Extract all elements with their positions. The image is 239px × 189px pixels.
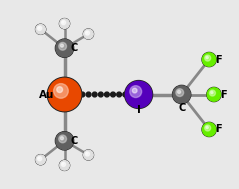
Circle shape <box>202 53 216 66</box>
Text: F: F <box>215 125 222 134</box>
Circle shape <box>62 163 64 165</box>
Circle shape <box>132 88 137 93</box>
Circle shape <box>85 31 90 35</box>
Circle shape <box>176 89 184 96</box>
Circle shape <box>56 132 73 149</box>
Circle shape <box>125 81 152 108</box>
Circle shape <box>48 78 81 111</box>
Circle shape <box>61 20 66 25</box>
Circle shape <box>130 86 142 98</box>
Circle shape <box>38 27 40 29</box>
Circle shape <box>209 90 215 96</box>
Circle shape <box>59 135 66 143</box>
Text: C: C <box>71 136 78 146</box>
Circle shape <box>205 125 211 131</box>
Circle shape <box>36 155 45 164</box>
Circle shape <box>125 81 152 108</box>
Circle shape <box>62 21 64 23</box>
Circle shape <box>86 92 91 97</box>
Circle shape <box>38 157 40 159</box>
Circle shape <box>202 122 216 137</box>
Circle shape <box>86 153 88 154</box>
Circle shape <box>202 52 216 67</box>
Circle shape <box>38 26 42 30</box>
Circle shape <box>57 87 63 93</box>
Circle shape <box>84 150 93 160</box>
Circle shape <box>55 39 74 57</box>
Circle shape <box>54 84 68 98</box>
Circle shape <box>84 29 93 39</box>
Circle shape <box>123 92 128 97</box>
Text: Au: Au <box>39 90 54 99</box>
Circle shape <box>36 25 45 34</box>
Circle shape <box>92 92 97 97</box>
Circle shape <box>178 90 181 94</box>
Circle shape <box>211 91 213 94</box>
Circle shape <box>111 92 115 97</box>
Circle shape <box>56 40 73 57</box>
Circle shape <box>36 155 46 165</box>
Circle shape <box>80 92 85 97</box>
Circle shape <box>36 24 46 34</box>
Text: C: C <box>71 43 78 53</box>
Circle shape <box>206 56 208 59</box>
Circle shape <box>60 160 70 170</box>
Text: F: F <box>215 55 222 64</box>
Circle shape <box>55 132 74 150</box>
Text: F: F <box>220 90 226 99</box>
Circle shape <box>60 44 64 47</box>
Circle shape <box>207 88 221 101</box>
Circle shape <box>173 85 191 104</box>
Circle shape <box>104 92 109 97</box>
Circle shape <box>202 123 216 136</box>
Circle shape <box>117 92 121 97</box>
Circle shape <box>83 29 93 39</box>
Text: C: C <box>178 103 185 113</box>
Circle shape <box>173 86 190 103</box>
Circle shape <box>206 126 208 129</box>
Circle shape <box>98 92 103 97</box>
Circle shape <box>59 42 66 50</box>
Circle shape <box>60 161 69 170</box>
Circle shape <box>60 137 64 140</box>
Circle shape <box>205 55 211 61</box>
Circle shape <box>60 19 70 29</box>
Circle shape <box>60 19 69 28</box>
Circle shape <box>86 32 88 33</box>
Circle shape <box>83 150 93 160</box>
Text: I: I <box>137 105 141 115</box>
Circle shape <box>47 77 82 112</box>
Circle shape <box>85 152 90 156</box>
Circle shape <box>61 162 66 167</box>
Circle shape <box>38 156 42 161</box>
Circle shape <box>207 87 221 102</box>
